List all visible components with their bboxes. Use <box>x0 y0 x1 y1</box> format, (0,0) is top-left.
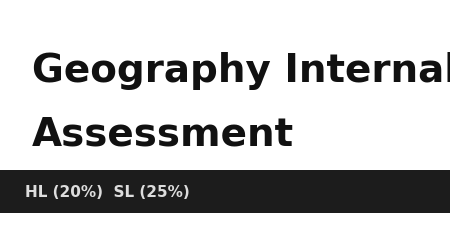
Text: Geography Internal: Geography Internal <box>32 52 450 89</box>
Text: Assessment: Assessment <box>32 115 293 152</box>
Text: HL (20%)  SL (25%): HL (20%) SL (25%) <box>25 184 189 199</box>
Bar <box>0 170 450 213</box>
